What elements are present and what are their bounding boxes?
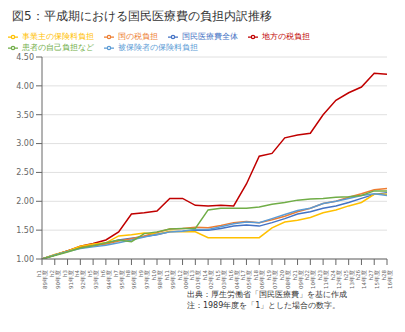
svg-text:h101998年度: h101998年度: [151, 269, 163, 289]
svg-text:h142002年度: h142002年度: [202, 269, 214, 289]
html-text:地方の税負担: 地方の税負担: [262, 32, 310, 41]
svg-text:3.00: 3.00: [16, 139, 34, 148]
svg-text:h262014年度: h262014年度: [355, 269, 367, 289]
svg-text:h111999年度: h111999年度: [164, 270, 176, 289]
svg-text:h31991年度: h31991年度: [62, 270, 74, 289]
svg-text:h222010年度: h222010年度: [304, 270, 316, 289]
svg-text:h81996年度: h81996年度: [125, 270, 137, 289]
svg-text:2.00: 2.00: [16, 197, 34, 206]
svg-text:h212009年度: h212009年度: [292, 270, 304, 289]
html-text:国民医療費全体: 国民医療費全体: [182, 32, 238, 41]
html-text:患者の自己負担など: 患者の自己負担など: [22, 43, 94, 52]
svg-text:3.50: 3.50: [16, 111, 34, 120]
svg-text:h91997年度: h91997年度: [138, 270, 150, 289]
svg-text:1.00: 1.00: [16, 255, 34, 264]
svg-text:h71995年度: h71995年度: [113, 270, 125, 289]
svg-text:2.50: 2.50: [16, 168, 34, 177]
html-text:出典：厚生労働省「国民医療費」を基に作成: 出典：厚生労働省「国民医療費」を基に作成: [186, 290, 347, 299]
svg-text:4.50: 4.50: [16, 53, 34, 62]
svg-text:h282016年度: h282016年度: [381, 269, 393, 289]
html-text:国の税負担: 国の税負担: [118, 32, 158, 41]
svg-text:h21990年度: h21990年度: [49, 270, 61, 289]
svg-text:1.50: 1.50: [16, 226, 34, 235]
svg-text:h132001年度: h132001年度: [189, 269, 201, 289]
svg-text:h152003年度: h152003年度: [215, 269, 227, 289]
svg-text:h192007年度: h192007年度: [266, 269, 278, 289]
html-text:被保険者の保険料負担: 被保険者の保険料負担: [118, 43, 198, 52]
svg-text:h61994年度: h61994年度: [100, 270, 112, 289]
svg-text:4.00: 4.00: [16, 82, 34, 91]
html-text:注：1989年度を「1」とした場合の数字。: 注：1989年度を「1」とした場合の数字。: [186, 301, 341, 310]
html-text:事業主の保険料負担: 事業主の保険料負担: [22, 32, 94, 41]
svg-text:h272015年度: h272015年度: [368, 269, 380, 289]
svg-text:h162004年度: h162004年度: [228, 269, 240, 289]
svg-text:h202008年度: h202008年度: [279, 269, 291, 289]
svg-text:h122000年度: h122000年度: [177, 270, 189, 289]
svg-text:h11989年度: h11989年度: [36, 270, 48, 289]
svg-text:h242012年度: h242012年度: [330, 269, 342, 289]
svg-text:h51993年度: h51993年度: [87, 270, 99, 289]
svg-text:h232011年度: h232011年度: [317, 269, 329, 289]
svg-text:h41992年度: h41992年度: [74, 270, 86, 289]
svg-text:h252013年度: h252013年度: [343, 269, 355, 289]
html-text:図5：平成期における国民医療費の負担内訳推移: 図5：平成期における国民医療費の負担内訳推移: [12, 9, 272, 23]
svg-text:h182006年度: h182006年度: [253, 269, 265, 289]
svg-text:h172005年度: h172005年度: [240, 269, 252, 289]
